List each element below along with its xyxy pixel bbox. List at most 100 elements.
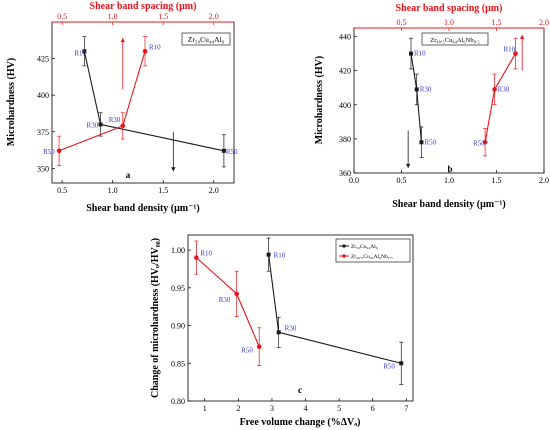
point-label: R30 <box>109 116 121 124</box>
panel-b-legend-frame <box>421 32 489 46</box>
data-point <box>266 252 271 257</box>
point-label: R30 <box>285 324 297 332</box>
panel-b-ylabel: Microhardness (HV) <box>314 56 325 144</box>
y-tick-label: 0.85 <box>171 359 185 368</box>
trend-arrow-head <box>519 34 525 39</box>
series-line <box>268 254 402 364</box>
panel-c-ylabel: Change of microhardness (HVₒ/HV₈₀) <box>150 238 161 398</box>
point-label: R10 <box>274 252 286 260</box>
x-tick-label: 0.0 <box>349 176 359 185</box>
point-label: R50 <box>241 347 253 355</box>
x-tick-label: 2.0 <box>539 176 549 185</box>
x-tick-label: 1 <box>203 404 207 413</box>
panel-a: 0.5 1.0 1.5 2.0 350 375 400 425 0.5 1.0 1.5 2.0 R10 R… <box>6 1 238 214</box>
x-tick-label: 2.0 <box>209 186 219 195</box>
data-point <box>142 48 148 54</box>
y-tick-label: 380 <box>339 135 351 144</box>
x-tick-label: 1.5 <box>492 176 502 185</box>
legend-label-series-2: Zr₄₉.₅Cu₄₄Al₆Nb₀.₅ <box>351 254 393 260</box>
point-label: R50 <box>43 148 55 156</box>
point-label: R50 <box>226 148 238 156</box>
panel-b: 0.0 0.5 1.0 1.5 2.0 360 380 400 420 440 0.5 1.0 1.5 2… <box>314 3 549 210</box>
legend-marker-series-2 <box>342 254 346 258</box>
y-tick-label: 425 <box>37 55 49 64</box>
panel-c-letter: c <box>298 385 302 395</box>
panel-b-letter: b <box>447 164 452 174</box>
y-tick-label: 0.95 <box>171 284 185 293</box>
data-point <box>492 87 497 92</box>
y-tick-label: 420 <box>339 67 351 76</box>
y-tick-label: 0.80 <box>171 397 185 406</box>
x2-tick-label: 2.0 <box>209 12 219 21</box>
y-tick-label: 375 <box>37 128 49 137</box>
point-label: R30 <box>87 121 99 129</box>
point-label: R50 <box>473 139 485 147</box>
data-point <box>120 123 126 129</box>
point-label: R10 <box>200 250 212 258</box>
x2-tick-label: 0.5 <box>57 12 67 21</box>
point-label: R50 <box>424 138 436 146</box>
point-label: R10 <box>149 43 161 51</box>
point-label: R30 <box>420 85 432 93</box>
x-tick-label: 1.0 <box>444 176 454 185</box>
x2-tick-label: 1.0 <box>444 18 454 27</box>
data-point <box>513 51 518 56</box>
y-tick-label: 1.00 <box>171 246 185 255</box>
panel-b-xlabel: Shear band density (μm⁻¹) <box>392 199 506 210</box>
data-point <box>419 140 424 145</box>
point-label: R10 <box>504 46 516 54</box>
data-point <box>56 148 62 154</box>
panel-a-xlabel: Shear band density (μm⁻¹) <box>86 203 200 214</box>
x-tick-label: 4 <box>304 404 308 413</box>
x2-tick-label: 2.0 <box>539 18 549 27</box>
panel-a-x2label: Shear band spacing (μm) <box>90 1 197 12</box>
series-line <box>410 53 422 143</box>
data-point <box>256 344 262 349</box>
x-tick-label: 7 <box>404 404 408 413</box>
x-tick-label: 0.5 <box>397 176 407 185</box>
data-point <box>276 330 281 335</box>
y-tick-label: 400 <box>37 91 49 100</box>
point-label: R30 <box>498 85 510 93</box>
x-tick-label: 3 <box>270 404 274 413</box>
x2-tick-label: 1.0 <box>108 12 118 21</box>
data-point <box>194 255 199 260</box>
legend-marker-series-1 <box>342 244 346 248</box>
x2-tick-label: 0.5 <box>397 18 407 27</box>
data-point <box>414 87 419 92</box>
data-point <box>482 139 488 145</box>
panel-c: 1 2 3 4 5 6 7 0.80 0.85 0.90 0.95 1.00 R10 R30 R50 R10 R… <box>150 234 414 428</box>
y-tick-label: 350 <box>37 164 49 173</box>
y-tick-label: 360 <box>339 169 351 178</box>
point-label: R50 <box>383 362 395 370</box>
trend-arrow-head <box>120 38 125 43</box>
x2-tick-label: 1.5 <box>492 18 502 27</box>
panel-a-legend-text: Zr₅₀Cu₄₄Al₆ <box>188 35 225 44</box>
point-label: R10 <box>414 50 426 58</box>
x-tick-label: 6 <box>371 404 375 413</box>
data-point <box>221 148 226 153</box>
panel-a-letter: a <box>126 170 131 180</box>
panel-c-frame <box>187 234 414 402</box>
trend-arrow-head <box>171 167 176 172</box>
legend-label-series-1: Zr₅₀Cu₄₄Al₆ <box>351 244 378 250</box>
panel-a-frame <box>51 21 235 184</box>
data-point <box>98 122 103 127</box>
x-tick-label: 0.5 <box>57 186 67 195</box>
panel-b-legend-text: Zr₄₉.₅Cu₄₄Al₆Nb₀.₅ <box>430 37 480 44</box>
x2-tick-label: 1.5 <box>158 12 168 21</box>
x-tick-label: 2 <box>236 404 240 413</box>
y-tick-label: 400 <box>339 101 351 110</box>
x-tick-label: 1.0 <box>108 186 118 195</box>
panel-a-legend-frame <box>181 32 231 46</box>
data-point <box>234 291 239 297</box>
x-tick-label: 1.5 <box>158 186 168 195</box>
series-line <box>484 53 516 143</box>
data-point <box>409 51 413 56</box>
data-point <box>399 361 404 366</box>
panel-c-legend-frame <box>335 238 411 263</box>
panel-a-ylabel: Microhardness (HV) <box>6 58 17 146</box>
point-label: R10 <box>74 49 86 57</box>
x-tick-label: 5 <box>337 404 341 413</box>
